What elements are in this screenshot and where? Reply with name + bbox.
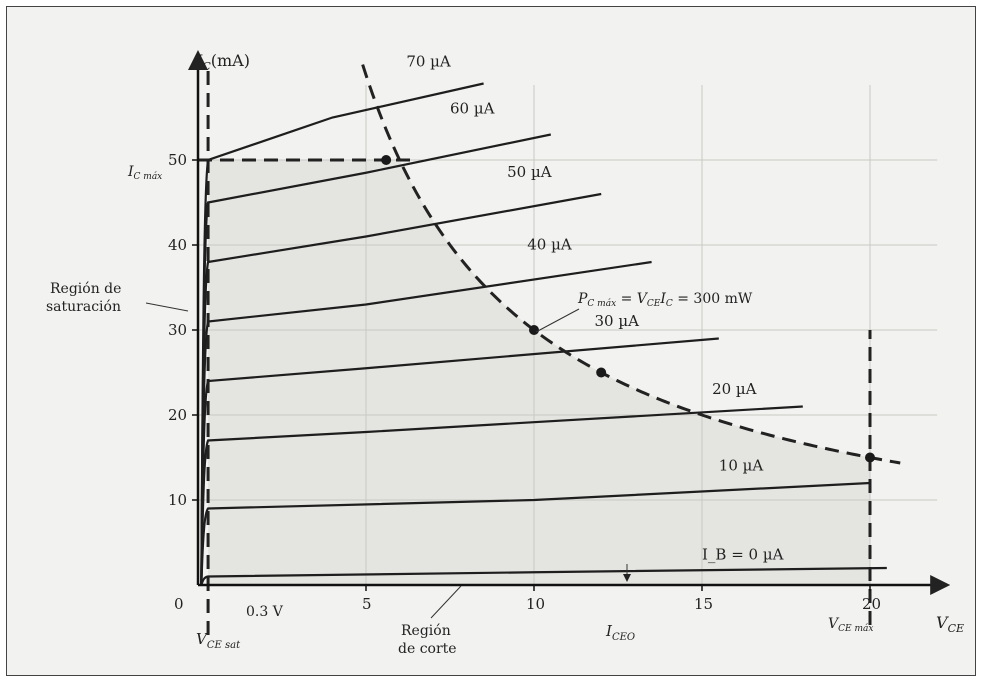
transistor-characteristics-chart: 5 10 15 20 10 20 30 40 50 70 µA 60 µA 50 µA 40 µA 30… [46, 50, 964, 657]
y-tick-label: 10 [168, 491, 187, 509]
curve-6 [200, 481, 871, 586]
marked-point-0 [381, 155, 392, 165]
characteristic-curves [200, 82, 887, 586]
curve-label-0: 70 µA [406, 53, 451, 71]
curve-label-4: 30 µA [594, 312, 639, 330]
safe-region-shading [208, 160, 870, 585]
x-tick-label: 20 [862, 595, 881, 613]
power-curve-label: PC máx = VCEIC = 300 mW [577, 291, 753, 309]
cutoff-region-label-2: de corte [398, 641, 457, 657]
cutoff-region-label-1: Región [401, 623, 451, 639]
curve-label-3: 40 µA [527, 235, 572, 253]
vce-max-label: VCE máx [828, 616, 873, 634]
y-tick-label: 20 [168, 406, 187, 424]
marked-point-1 [529, 325, 539, 335]
power-curve [361, 64, 901, 465]
safe-operating-area [208, 160, 870, 585]
saturation-region-label-2: saturación [46, 299, 121, 315]
y-axis-label: IC(mA) [195, 51, 250, 73]
marked-points [381, 155, 875, 463]
power-hyperbola [361, 64, 901, 465]
vce-sat-label: VCE sat [196, 630, 241, 651]
vce-sat-value: 0.3 V [246, 604, 284, 620]
x-tick-label: 5 [362, 595, 372, 613]
ic-max-label: IC máx [127, 164, 162, 182]
curve-label-2: 50 µA [507, 163, 552, 181]
axes [188, 50, 951, 595]
curve-label-1: 60 µA [450, 99, 495, 117]
curve-label-7: I_B = 0 µA [702, 546, 784, 564]
power-pointer [535, 308, 580, 333]
marked-point-2 [596, 367, 607, 378]
y-tick-label: 30 [168, 321, 187, 339]
cutoff-pointer [430, 585, 462, 619]
iceo-label: ICEO [605, 622, 635, 643]
y-tick-label: 50 [168, 151, 187, 169]
x-tick-label: 10 [526, 595, 545, 613]
curve-labels: 70 µA 60 µA 50 µA 40 µA 30 µA 20 µA 10 µA I_B =… [406, 53, 783, 564]
saturation-region-label-1: Región de [50, 281, 121, 297]
saturation-pointer [145, 302, 189, 312]
marked-point-3 [865, 452, 875, 463]
y-tick-label: 40 [168, 236, 187, 254]
tick-labels: 5 10 15 20 10 20 30 40 50 [168, 151, 881, 613]
x-tick-label: 15 [694, 595, 713, 613]
curve-label-5: 20 µA [712, 380, 757, 398]
x-axis-label: VCE [936, 613, 964, 635]
origin-label: 0 [174, 595, 184, 613]
curve-label-6: 10 µA [719, 456, 764, 474]
curve-7 [200, 566, 887, 586]
